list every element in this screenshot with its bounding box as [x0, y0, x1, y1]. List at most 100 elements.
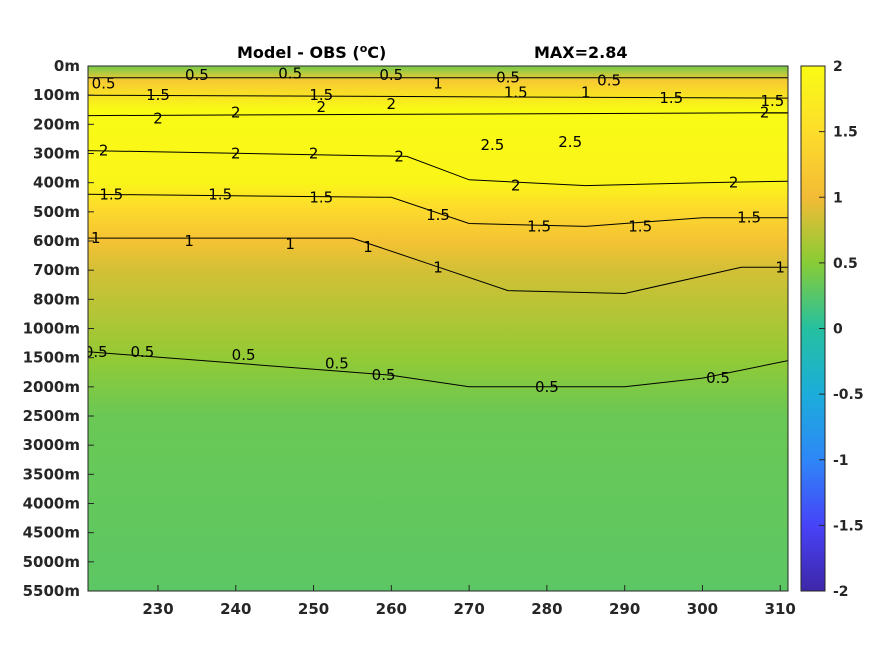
x-tick-label: 270 [453, 600, 484, 618]
y-tick-label: 4500m [23, 524, 80, 542]
contour-label: 2 [153, 110, 163, 128]
contour-label: 1.5 [146, 86, 170, 104]
contour-label: 1 [433, 258, 443, 276]
y-tick-label: 100m [33, 86, 80, 104]
x-tick-label: 300 [687, 600, 718, 618]
contour-label: 2 [729, 174, 739, 192]
contour-label: 1.5 [99, 185, 123, 203]
contour-line-3 [88, 150, 788, 187]
contour-label: 2 [387, 95, 397, 113]
x-tick-label: 230 [142, 600, 173, 618]
contour-label: 1 [775, 258, 785, 276]
contour-label: 2.5 [480, 136, 504, 154]
x-tick-label: 310 [765, 600, 796, 618]
y-tick-label: 1000m [23, 320, 80, 338]
colorbar-tick-label: 0.5 [833, 256, 858, 272]
contour-label: 1.5 [527, 217, 551, 235]
contour-label: 0.5 [597, 72, 621, 90]
colorbar-tick-label: -1.5 [833, 518, 864, 534]
contour-lines [88, 77, 788, 388]
y-tick-label: 400m [33, 174, 80, 192]
chart-title-suffix: C) [367, 43, 386, 62]
y-tick-label: 200m [33, 115, 80, 133]
contour-label: 2 [99, 142, 109, 160]
x-axis-ticks: 230 240 250 260 270 280 290 300 310 [142, 585, 796, 618]
y-tick-label: 3000m [23, 436, 80, 454]
y-tick-label: 300m [33, 145, 80, 163]
contour-label: 1 [285, 235, 295, 253]
y-tick-label: 0m [54, 57, 80, 75]
contour-label: 1 [184, 232, 194, 250]
contour-label: 1.5 [659, 89, 683, 107]
contour-line-1 [88, 94, 788, 99]
y-tick-label: 700m [33, 261, 80, 279]
contour-line-4 [88, 193, 788, 227]
contour-label: 2 [317, 98, 327, 116]
x-tick-label: 250 [298, 600, 329, 618]
x-tick-label: 280 [531, 600, 562, 618]
contour-label: 0.5 [379, 66, 403, 84]
y-tick-label: 600m [33, 232, 80, 250]
colorbar-tick-label: 1.5 [833, 125, 858, 141]
max-label: MAX=2.84 [534, 43, 628, 62]
contour-label: 1.5 [426, 206, 450, 224]
y-tick-label: 1500m [23, 349, 80, 367]
colorbar-tick-label: -2 [833, 584, 849, 600]
contour-label: 1.5 [737, 209, 761, 227]
contour-label: 2 [511, 177, 521, 195]
contour-label: 0.5 [325, 355, 349, 373]
contour-label: 0.5 [130, 343, 154, 361]
contour-label: 1.5 [309, 188, 333, 206]
contour-label: 1.5 [309, 86, 333, 104]
y-tick-label: 2500m [23, 407, 80, 425]
colorbar-tick-label: -1 [833, 453, 849, 469]
x-tick-label: 290 [609, 600, 640, 618]
contour-label: 0.5 [535, 378, 559, 396]
heatmap-field [88, 66, 788, 591]
y-tick-label: 4000m [23, 495, 80, 513]
contour-labels: 0.5 0.5 0.5 0.5 0.5 0.51 11.5 1.5 1.5 1.5 1.52 2 2 2 2… [84, 64, 785, 396]
x-tick-label: 240 [220, 600, 251, 618]
x-tick-label: 260 [376, 600, 407, 618]
contour-label: 0.5 [232, 346, 256, 364]
contour-label: 0.5 [185, 66, 209, 84]
contour-label: 1 [433, 75, 443, 93]
y-tick-label: 5500m [23, 582, 80, 600]
colorbar-tick-label: -0.5 [833, 387, 864, 403]
chart-title-main: Model - OBS ( [237, 43, 360, 62]
contour-label: 2 [231, 145, 241, 163]
contour-label: 1 [581, 83, 591, 101]
contour-label: 1.5 [760, 92, 784, 110]
contour-label: 2 [394, 147, 404, 165]
y-tick-label: 800m [33, 290, 80, 308]
contour-label: 0.5 [496, 69, 520, 87]
contour-label: 2 [309, 145, 319, 163]
contour-label: 2 [231, 104, 241, 122]
colorbar-tick-label: 2 [833, 59, 843, 75]
colorbar-ticks: 2 1.5 1 0.5 0 -0.5 -1 -1.5 -2 [819, 59, 864, 600]
contour-label: 1 [91, 229, 101, 247]
y-tick-label: 500m [33, 203, 80, 221]
contour-label: 1.5 [504, 83, 528, 101]
contour-line-6 [88, 351, 788, 388]
y-tick-label: 3500m [23, 465, 80, 483]
contour-line-5 [88, 237, 788, 295]
contour-label: 2.5 [558, 133, 582, 151]
y-tick-label: 2000m [23, 378, 80, 396]
contour-label: 1 [363, 238, 373, 256]
contour-line-2 [88, 112, 788, 117]
plot-area: 0.5 0.5 0.5 0.5 0.5 0.51 11.5 1.5 1.5 1.5 1.52 2 2 2 2… [84, 64, 788, 591]
contour-label: 2 [760, 104, 770, 122]
contour-label: 0.5 [372, 366, 396, 384]
chart-title-sup: o [360, 42, 368, 55]
contour-label: 0.5 [278, 64, 302, 82]
contour-label: 1.5 [628, 217, 652, 235]
colorbar-tick-label: 1 [833, 190, 843, 206]
contour-label: 0.5 [92, 75, 116, 93]
chart-title: Model - OBS (oC) [237, 42, 386, 62]
y-tick-label: 5000m [23, 553, 80, 571]
y-axis-ticks: 0m 100m 200m 300m 400m 500m 600m 700m 800m 1000m 1… [23, 57, 94, 600]
contour-label: 0.5 [84, 343, 108, 361]
contour-label: 0.5 [706, 369, 730, 387]
